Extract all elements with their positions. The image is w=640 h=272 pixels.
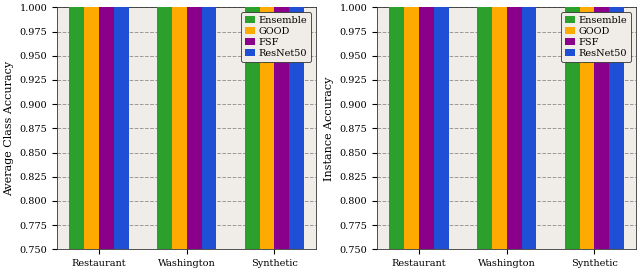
Bar	[187, 0, 202, 249]
Bar	[202, 0, 216, 249]
Bar	[522, 0, 536, 249]
Bar	[244, 0, 259, 249]
Bar	[477, 0, 492, 249]
Bar	[564, 0, 579, 249]
Bar	[275, 0, 289, 249]
Bar	[389, 0, 404, 249]
Legend: Ensemble, GOOD, FSF, ResNet50: Ensemble, GOOD, FSF, ResNet50	[241, 12, 311, 62]
Bar	[259, 0, 275, 249]
Bar	[69, 0, 84, 249]
Bar	[492, 0, 507, 249]
Bar	[157, 0, 172, 249]
Bar	[434, 0, 449, 249]
Bar	[579, 0, 595, 249]
Y-axis label: Instance Accuracy: Instance Accuracy	[324, 76, 334, 181]
Legend: Ensemble, GOOD, FSF, ResNet50: Ensemble, GOOD, FSF, ResNet50	[561, 12, 631, 62]
Bar	[289, 0, 305, 249]
Bar	[404, 0, 419, 249]
Bar	[114, 0, 129, 249]
Bar	[609, 0, 625, 249]
Bar	[419, 0, 434, 249]
Y-axis label: Average Class Accuracy: Average Class Accuracy	[4, 61, 14, 196]
Bar	[172, 0, 187, 249]
Bar	[595, 0, 609, 249]
Bar	[84, 0, 99, 249]
Bar	[99, 0, 114, 249]
Bar	[507, 0, 522, 249]
